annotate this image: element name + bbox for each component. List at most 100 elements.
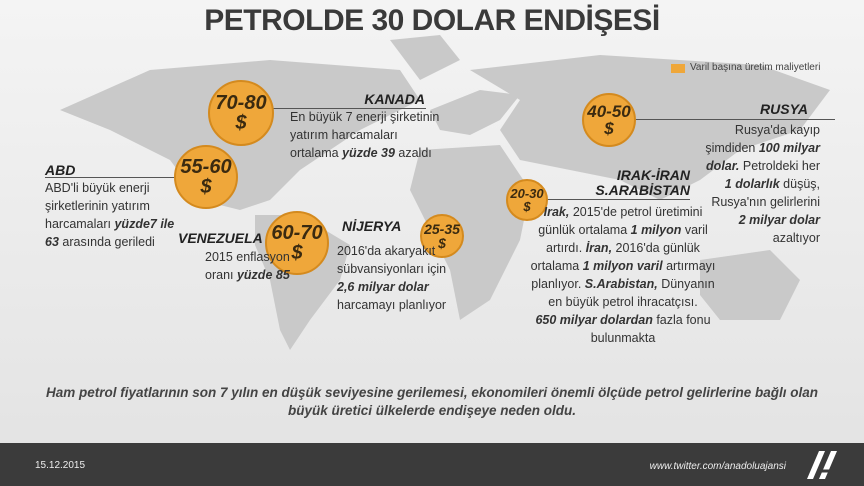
text-run: günlük ortalama xyxy=(538,223,631,237)
text-run: azaltıyor xyxy=(772,231,820,245)
text-run: yüzde 39 xyxy=(342,146,395,160)
text-run: ortalama xyxy=(530,259,583,273)
cost-circle: 70-80 $ xyxy=(208,80,274,146)
text-run: 2016'da günlük xyxy=(612,241,700,255)
text-line: bulunmakta xyxy=(523,329,723,347)
text-line: günlük ortalama 1 milyon varil xyxy=(523,221,723,239)
text-line: azaltıyor xyxy=(660,229,820,247)
text-line: dolar. Petroldeki her xyxy=(660,157,820,175)
text-line: ortalama yüzde 39 azaldı xyxy=(290,144,439,162)
currency: $ xyxy=(291,242,303,264)
text-run: 650 milyar dolardan xyxy=(535,313,653,327)
country-text: Irak, 2015'de petrol üretimini günlük ort… xyxy=(523,203,723,347)
text-line: yatırım harcamaları xyxy=(290,126,439,144)
text-run: ortalama xyxy=(290,146,343,160)
caption-line: Ham petrol fiyatlarının son 7 yılın en d… xyxy=(46,385,818,400)
text-run: artırdı. xyxy=(546,241,586,255)
text-line: artırdı. İran, 2016'da günlük xyxy=(523,239,723,257)
text-line: Irak, 2015'de petrol üretimini xyxy=(523,203,723,221)
text-run: bulunmakta xyxy=(590,331,656,345)
text-line: ortalama 1 milyon varil artırmayı xyxy=(523,257,723,275)
text-run: 2,6 milyar dolar xyxy=(337,280,429,294)
cost-circle: 40-50 $ xyxy=(582,93,636,147)
text-run: 2 milyar dolar xyxy=(738,213,820,227)
name-line: S.ARABİSTAN xyxy=(595,182,690,198)
text-run: 1 dolarlık xyxy=(724,177,780,191)
currency: $ xyxy=(200,176,212,198)
text-line: Rusya'nın gelirlerini xyxy=(660,193,820,211)
text-line: en büyük petrol ihracatçısı. xyxy=(523,293,723,311)
text-line: 2016'da akaryakıt xyxy=(337,242,446,260)
title: PETROLDE 30 DOLAR ENDİŞESİ xyxy=(204,4,660,37)
text-run: düşüş, xyxy=(779,177,820,191)
text-run: ABD'li büyük enerji xyxy=(45,181,150,195)
text-line: 2,6 milyar dolar xyxy=(337,278,446,296)
currency: $ xyxy=(438,235,446,251)
name-line: ABD xyxy=(45,162,76,178)
text-line: sübvansiyonları için xyxy=(337,260,446,278)
text-run: S.Arabistan, xyxy=(584,277,658,291)
text-run: Petroldeki her xyxy=(739,159,820,173)
date: 15.12.2015 xyxy=(35,460,86,471)
cost-circle: 60-70 $ xyxy=(265,211,329,275)
text-run: 2015 enflasyon xyxy=(205,250,290,264)
text-line: şimdiden 100 milyar xyxy=(660,139,820,157)
cost-circle: 20-30 $ xyxy=(506,179,548,221)
text-line: ABD'li büyük enerji xyxy=(45,179,174,197)
text-run: şirketlerinin yatırım xyxy=(45,199,150,213)
logo xyxy=(807,451,837,479)
text-run: yüzde7 ile xyxy=(114,217,175,231)
name-line: NİJERYA xyxy=(342,218,402,234)
currency: $ xyxy=(604,119,614,138)
text-run: varil xyxy=(681,223,708,237)
text-run: 1 milyon xyxy=(630,223,682,237)
country-name: IRAK-İRAN S.ARABİSTAN xyxy=(560,168,690,198)
cost-circle: 55-60 $ xyxy=(174,145,238,209)
name-line: KANADA xyxy=(364,91,425,107)
text-run: En büyük 7 enerji şirketinin xyxy=(290,110,440,124)
leader-line xyxy=(630,119,835,120)
text-line: oranı yüzde 85 xyxy=(205,266,290,284)
cost-label: 55-60 xyxy=(180,156,232,178)
text-run: 63 xyxy=(45,235,59,249)
text-line: 1 dolarlık düşüş, xyxy=(660,175,820,193)
text-run: harcamayı planlıyor xyxy=(337,298,447,312)
text-line: harcamaları yüzde7 ile xyxy=(45,215,174,233)
text-run: sübvansiyonları için xyxy=(337,262,447,276)
url: www.twitter.com/anadoluajansi xyxy=(649,461,786,472)
text-run: 2016'da akaryakıt xyxy=(337,244,436,258)
text-line: Rusya'da kayıp xyxy=(660,121,820,139)
text-line: 63 arasında geriledi xyxy=(45,233,174,251)
text-run: yüzde 85 xyxy=(236,268,290,282)
text-line: 2 milyar dolar xyxy=(660,211,820,229)
text-run: dolar. xyxy=(706,159,740,173)
text-line: harcamayı planlıyor xyxy=(337,296,446,314)
currency: $ xyxy=(235,112,247,134)
caption: Ham petrol fiyatlarının son 7 yılın en d… xyxy=(0,384,864,420)
text-line: 2015 enflasyon xyxy=(205,248,290,266)
leader-line xyxy=(540,199,690,200)
cost-label: 60-70 xyxy=(271,222,323,244)
text-run: planlıyor. xyxy=(531,277,585,291)
country-text: En büyük 7 enerji şirketinin yatırım harc… xyxy=(290,108,439,162)
text-run: yatırım harcamaları xyxy=(290,128,398,142)
text-run: oranı xyxy=(205,268,237,282)
cost-label: 70-80 xyxy=(215,92,267,114)
country-name: NİJERYA xyxy=(342,219,401,234)
country-text: 2016'da akaryakıt sübvansiyonları için 2,6… xyxy=(337,242,446,314)
text-run: arasında geriledi xyxy=(58,235,155,249)
text-line: planlıyor. S.Arabistan, Dünyanın xyxy=(523,275,723,293)
text-run: Dünyanın xyxy=(657,277,715,291)
text-line: şirketlerinin yatırım xyxy=(45,197,174,215)
footer xyxy=(0,443,864,486)
text-run: fazla fonu xyxy=(652,313,711,327)
currency: $ xyxy=(523,199,531,214)
leader-line xyxy=(45,177,180,178)
caption-line: büyük üretici ülkelerde endişeye neden o… xyxy=(287,403,577,418)
text-run: şimdiden xyxy=(705,141,759,155)
cost-circle: 25-35 $ xyxy=(420,214,464,258)
text-run: 2015'de petrol üretimini xyxy=(569,205,703,219)
name-line: VENEZUELA xyxy=(178,230,263,246)
country-name: VENEZUELA xyxy=(178,231,263,246)
